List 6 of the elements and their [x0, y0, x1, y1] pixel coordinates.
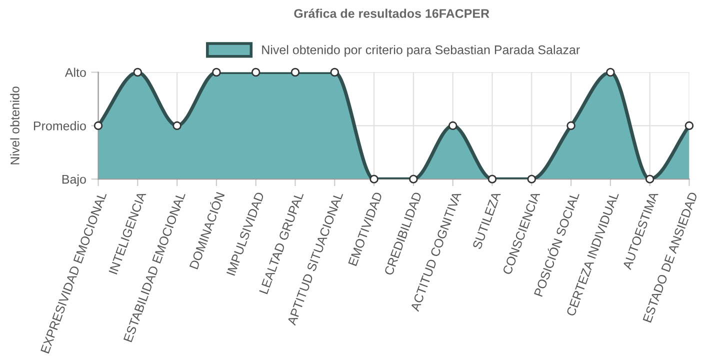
legend-label: Nivel obtenido por criterio para Sebastian Parada Salazar — [262, 45, 580, 57]
chart-title: Gráfica de resultados 16FACPER — [294, 8, 490, 18]
text: Bajo — [62, 174, 86, 186]
text: Alto — [64, 68, 86, 77]
y-axis-title: Nivel obtenido — [10, 86, 20, 164]
text: Promedio — [34, 121, 86, 130]
